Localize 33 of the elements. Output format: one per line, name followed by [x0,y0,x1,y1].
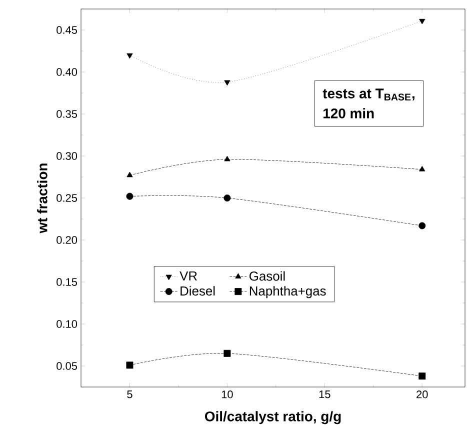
y-tick-label: 0.30 [56,152,78,160]
x-tick-label: 5 [127,390,132,398]
y-tick-label: 0.20 [56,236,78,244]
point [224,80,230,86]
point [224,156,230,162]
point [126,362,134,369]
y-axis-title: wt fraction [37,164,48,234]
x-tick-label: 10 [222,390,233,398]
legend-label: Diesel [180,286,215,296]
point [418,222,426,230]
point [126,172,133,178]
y-tick-label: 0.45 [56,26,78,34]
legend-label: Naphtha+gas [250,286,326,298]
y-tick-label: 0.10 [56,320,78,328]
y-tick-label: 0.35 [56,110,78,118]
x-tick-label: 20 [416,390,428,398]
legend-label: VR [180,271,197,280]
y-tick-label: 0.15 [56,278,78,286]
annotation: 120 min [324,108,374,118]
point [126,192,134,200]
y-tick-label: 0.25 [56,194,78,202]
y-tick-label: 0.05 [56,362,78,370]
legend-label: Gasoil [250,271,285,281]
point [419,166,426,172]
x-axis-title: Oil/catalyst ratio, g/g [204,411,341,424]
point [126,53,133,59]
point [224,194,231,202]
point [419,18,426,24]
y-tick-label: 0.40 [56,68,78,76]
point [224,350,231,357]
x-tick-label: 15 [319,390,330,398]
point [418,372,426,380]
annotation: tests at T$_{BASE}$, [322,88,414,101]
